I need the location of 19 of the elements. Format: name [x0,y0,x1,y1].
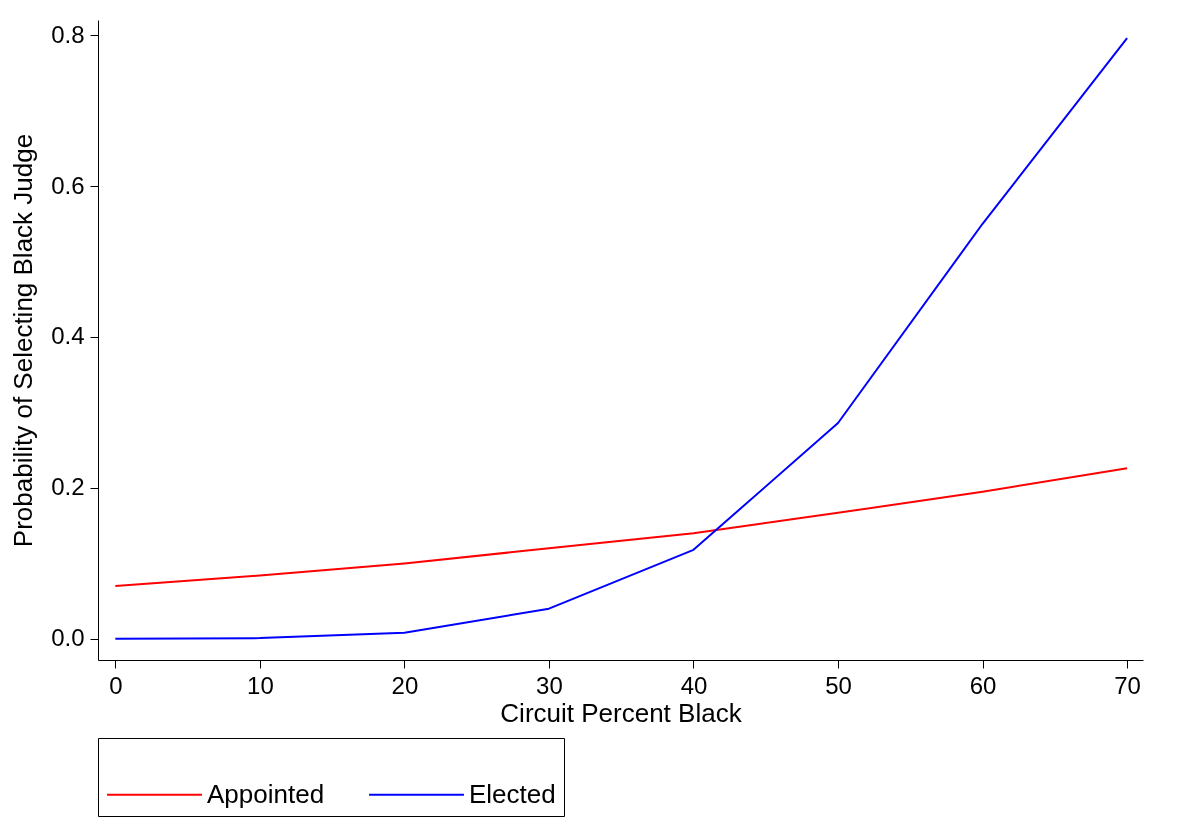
y-tick-label: 0.6 [51,171,85,199]
x-tick-label: 0 [109,671,123,699]
y-axis-title: Probability of Selecting Black Judge [8,133,39,548]
y-tick-label: 0.4 [51,322,85,350]
x-tick-label: 40 [680,671,708,699]
y-tick-label: 0.8 [51,20,85,48]
x-tick-label: 60 [969,671,997,699]
y-tick-label: 0.0 [51,624,85,652]
x-tick-label: 20 [391,671,419,699]
x-tick-label: 30 [536,671,563,699]
x-tick-label: 50 [825,671,852,699]
y-tick-label: 0.2 [51,473,85,501]
legend-label: Elected [469,778,556,809]
x-axis-title: Circuit Percent Black [500,697,743,728]
legend-label: Appointed [207,778,325,809]
line-series [114,37,1129,640]
x-tick-label: 70 [1114,671,1141,699]
line-series [114,467,1129,588]
x-tick-label: 10 [247,671,274,699]
